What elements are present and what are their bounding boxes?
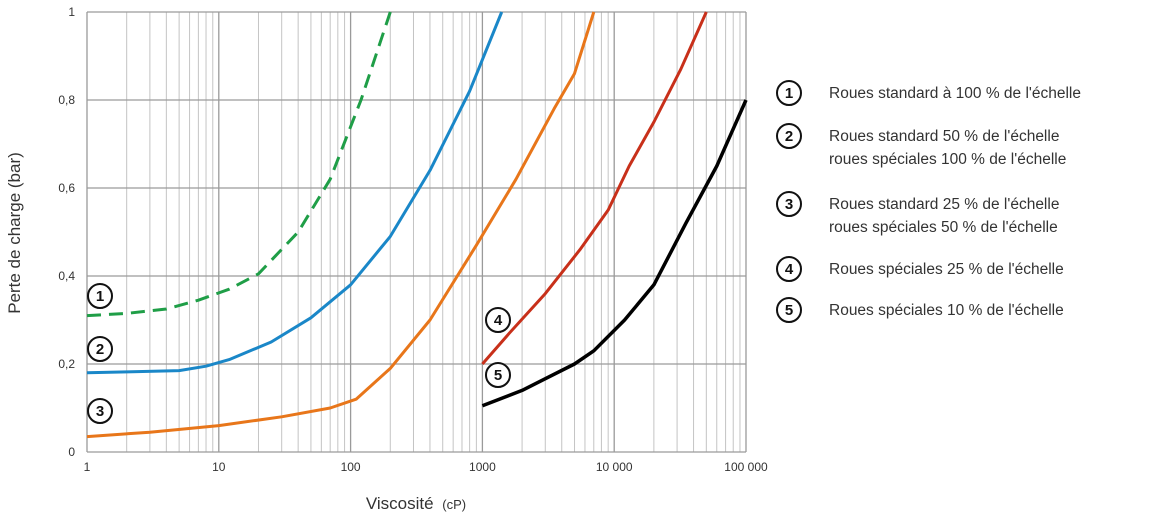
- series-line-2: [86, 11, 504, 375]
- y-tick-label: 0,4: [58, 269, 75, 283]
- legend-item-5: 5 Roues spéciales 10 % de l'échelle: [776, 297, 1064, 323]
- legend-item-3: 3 Roues standard 25 % de l'échelle roues s…: [776, 191, 1059, 236]
- axis-titles: Perte de charge (bar) Viscosité (cP): [5, 152, 466, 513]
- x-tick-label: 100: [341, 460, 361, 474]
- svg-text:5: 5: [785, 302, 793, 319]
- series-marker-3: 3: [87, 398, 113, 424]
- series-line-5: [481, 99, 748, 408]
- legend: 1 Roues standard à 100 % de l'échelle 2 Rou…: [776, 80, 1081, 323]
- svg-text:2: 2: [785, 128, 793, 145]
- x-tick-label: 1: [84, 460, 91, 474]
- svg-text:3: 3: [785, 196, 793, 213]
- legend-item-2: 2 Roues standard 50 % de l'échelle roues s…: [776, 123, 1066, 168]
- svg-text:5: 5: [494, 367, 502, 384]
- legend-label: roues spéciales 50 % de l'échelle: [829, 219, 1058, 236]
- x-tick-label: 10 000: [596, 460, 633, 474]
- legend-label: Roues standard 50 % de l'échelle: [829, 128, 1059, 145]
- legend-marker-2: 2: [776, 123, 802, 149]
- series-marker-5: 5: [485, 362, 511, 388]
- y-tick-label: 0,8: [58, 93, 75, 107]
- grid: [86, 11, 747, 453]
- legend-label: roues spéciales 100 % de l'échelle: [829, 151, 1066, 168]
- series-line-3: [86, 11, 596, 439]
- svg-text:4: 4: [494, 312, 503, 329]
- svg-text:1: 1: [96, 288, 104, 305]
- svg-text:3: 3: [96, 403, 104, 420]
- series-markers: 1 2 3 4 5: [87, 283, 511, 424]
- series-group: [86, 11, 748, 439]
- y-axis-title: Perte de charge (bar): [5, 152, 24, 314]
- svg-text:4: 4: [785, 261, 794, 278]
- x-axis-title-unit: (cP): [442, 497, 466, 512]
- tick-labels: 1 10 100 1000 10 000 100 000 0 0,2 0,4 0,6 0,8 1: [58, 5, 768, 474]
- y-tick-label: 1: [68, 5, 75, 19]
- legend-marker-3: 3: [776, 191, 802, 217]
- series-line-1: [86, 11, 392, 318]
- legend-marker-4: 4: [776, 256, 802, 282]
- legend-label: Roues standard à 100 % de l'échelle: [829, 85, 1081, 102]
- y-tick-label: 0: [68, 445, 75, 459]
- x-axis-title: Viscosité (cP): [366, 494, 466, 513]
- legend-label: Roues spéciales 25 % de l'échelle: [829, 261, 1064, 278]
- x-tick-label: 100 000: [724, 460, 768, 474]
- legend-label: Roues spéciales 10 % de l'échelle: [829, 302, 1064, 319]
- svg-text:2: 2: [96, 341, 104, 358]
- x-tick-label: 10: [212, 460, 226, 474]
- x-tick-label: 1000: [469, 460, 496, 474]
- x-axis-title-main: Viscosité: [366, 494, 434, 513]
- svg-text:1: 1: [785, 85, 793, 102]
- y-tick-label: 0,2: [58, 357, 75, 371]
- legend-item-4: 4 Roues spéciales 25 % de l'échelle: [776, 256, 1064, 282]
- series-line-4: [481, 11, 708, 365]
- legend-label: Roues standard 25 % de l'échelle: [829, 196, 1059, 213]
- legend-marker-1: 1: [776, 80, 802, 106]
- legend-item-1: 1 Roues standard à 100 % de l'échelle: [776, 80, 1081, 106]
- series-marker-2: 2: [87, 336, 113, 362]
- legend-marker-5: 5: [776, 297, 802, 323]
- y-tick-label: 0,6: [58, 181, 75, 195]
- series-marker-1: 1: [87, 283, 113, 309]
- series-marker-4: 4: [485, 307, 511, 333]
